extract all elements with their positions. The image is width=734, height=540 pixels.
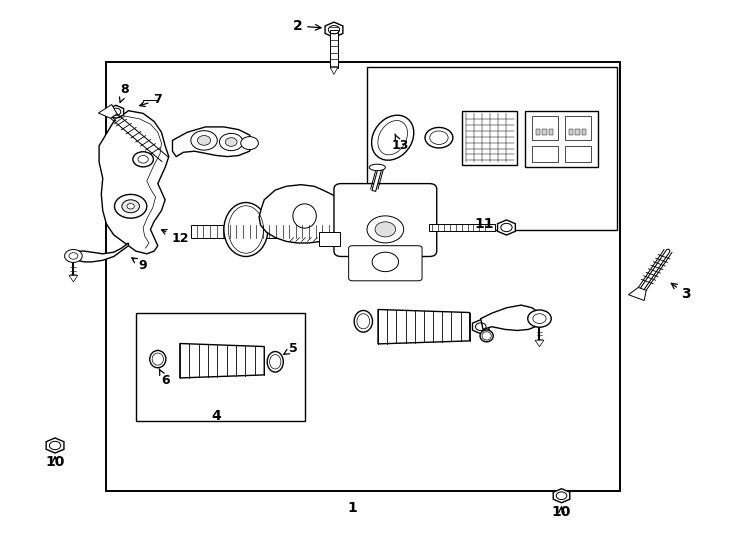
Polygon shape xyxy=(498,220,515,235)
Bar xyxy=(106,62,620,491)
Circle shape xyxy=(225,138,237,146)
Circle shape xyxy=(127,204,134,209)
Polygon shape xyxy=(98,105,117,118)
Ellipse shape xyxy=(267,352,283,372)
Bar xyxy=(136,313,305,421)
Circle shape xyxy=(372,252,399,272)
Circle shape xyxy=(241,137,258,150)
Text: 4: 4 xyxy=(211,409,222,423)
Circle shape xyxy=(138,156,148,163)
Polygon shape xyxy=(553,489,570,503)
Bar xyxy=(191,225,338,238)
FancyBboxPatch shape xyxy=(334,184,437,256)
Ellipse shape xyxy=(152,353,164,365)
FancyBboxPatch shape xyxy=(349,246,422,281)
Ellipse shape xyxy=(354,310,372,332)
Polygon shape xyxy=(180,343,264,378)
Text: 10: 10 xyxy=(46,455,65,469)
Polygon shape xyxy=(69,275,78,282)
Ellipse shape xyxy=(371,115,414,160)
Bar xyxy=(536,129,540,135)
Bar xyxy=(575,129,580,135)
Polygon shape xyxy=(481,305,542,330)
Bar xyxy=(532,116,558,140)
Ellipse shape xyxy=(429,131,448,144)
Text: 7: 7 xyxy=(139,93,162,106)
Ellipse shape xyxy=(357,314,370,329)
Bar xyxy=(429,224,495,231)
Text: 6: 6 xyxy=(159,369,170,387)
Ellipse shape xyxy=(425,127,453,148)
Polygon shape xyxy=(535,340,544,347)
Bar xyxy=(569,129,573,135)
Circle shape xyxy=(197,136,211,145)
Bar xyxy=(582,129,586,135)
Text: 5: 5 xyxy=(284,342,298,355)
Bar xyxy=(330,30,338,68)
Text: 8: 8 xyxy=(120,83,129,103)
Bar xyxy=(565,146,591,162)
Text: 9: 9 xyxy=(132,258,148,272)
Ellipse shape xyxy=(150,350,166,368)
Polygon shape xyxy=(172,127,253,157)
Ellipse shape xyxy=(269,355,281,369)
Bar xyxy=(319,232,340,246)
Text: 2: 2 xyxy=(292,19,321,33)
Text: 3: 3 xyxy=(672,284,691,301)
Polygon shape xyxy=(473,320,489,334)
Polygon shape xyxy=(330,68,338,75)
Text: 12: 12 xyxy=(161,230,189,245)
Polygon shape xyxy=(99,111,169,254)
Circle shape xyxy=(219,133,243,151)
Circle shape xyxy=(528,310,551,327)
Ellipse shape xyxy=(224,202,268,256)
Circle shape xyxy=(133,152,153,167)
Text: 13: 13 xyxy=(391,134,409,152)
Polygon shape xyxy=(628,287,646,300)
Bar xyxy=(532,146,558,162)
Bar xyxy=(367,68,617,230)
Circle shape xyxy=(191,131,217,150)
Bar xyxy=(542,129,547,135)
Text: 11: 11 xyxy=(475,217,494,231)
Circle shape xyxy=(367,216,404,243)
Bar xyxy=(525,111,598,167)
Polygon shape xyxy=(72,243,128,262)
Bar xyxy=(549,129,553,135)
Polygon shape xyxy=(325,22,343,37)
Ellipse shape xyxy=(369,164,385,171)
Bar xyxy=(462,111,517,165)
Circle shape xyxy=(65,249,82,262)
Text: 1: 1 xyxy=(347,501,357,515)
Circle shape xyxy=(375,222,396,237)
Circle shape xyxy=(122,200,139,213)
Polygon shape xyxy=(109,105,123,118)
Bar xyxy=(565,116,591,140)
Polygon shape xyxy=(259,185,346,243)
Ellipse shape xyxy=(482,332,491,340)
Ellipse shape xyxy=(480,330,493,342)
Polygon shape xyxy=(46,438,64,453)
Circle shape xyxy=(115,194,147,218)
Text: 10: 10 xyxy=(552,505,571,519)
Polygon shape xyxy=(378,309,470,344)
